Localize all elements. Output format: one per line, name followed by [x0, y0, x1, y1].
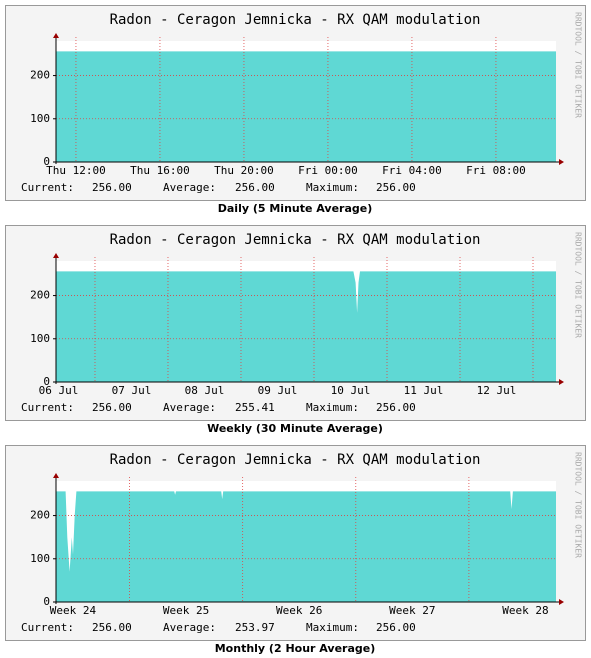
- x-tick-label: 12 Jul: [477, 384, 517, 397]
- watermark: RRDTOOL / TOBI OETIKER: [574, 12, 583, 118]
- x-tick-label: Thu 20:00: [214, 164, 274, 177]
- y-tick-label: 100: [30, 332, 50, 345]
- x-tick-label: 07 Jul: [112, 384, 152, 397]
- area: [56, 51, 556, 162]
- y-tick-label: 200: [30, 69, 50, 82]
- watermark: RRDTOOL / TOBI OETIKER: [574, 232, 583, 338]
- x-tick-label: Week 24: [50, 604, 97, 617]
- x-tick-label: Week 28: [502, 604, 548, 617]
- area: [56, 271, 556, 382]
- x-tick-label: 11 Jul: [404, 384, 444, 397]
- y-tick-label: 0: [43, 595, 50, 608]
- x-tick-label: Week 27: [389, 604, 435, 617]
- x-tick-label: Week 25: [163, 604, 209, 617]
- stat-label: Maximum:: [306, 181, 359, 194]
- chart-title: Radon - Ceragon Jemnicka - RX QAM modula…: [110, 12, 481, 28]
- stat-label: Maximum:: [306, 401, 359, 414]
- axis-arrow: [559, 159, 564, 165]
- watermark: RRDTOOL / TOBI OETIKER: [574, 452, 583, 558]
- stat-value: 255.41: [235, 401, 275, 414]
- axis-arrow: [53, 473, 59, 478]
- stat-label: Maximum:: [306, 621, 359, 634]
- x-tick-label: 08 Jul: [185, 384, 225, 397]
- stat-value: 256.00: [92, 401, 132, 414]
- caption: Daily (5 Minute Average): [218, 202, 373, 215]
- stat-value: 253.97: [235, 621, 275, 634]
- y-tick-label: 200: [30, 509, 50, 522]
- stat-label: Current:: [21, 621, 74, 634]
- y-tick-label: 200: [30, 289, 50, 302]
- stat-label: Current:: [21, 181, 74, 194]
- x-tick-label: Thu 12:00: [46, 164, 106, 177]
- axis-arrow: [559, 379, 564, 385]
- axis-arrow: [53, 33, 59, 38]
- stat-value: 256.00: [235, 181, 275, 194]
- x-tick-label: 09 Jul: [258, 384, 298, 397]
- caption: Monthly (2 Hour Average): [215, 642, 376, 655]
- stat-value: 256.00: [92, 621, 132, 634]
- stat-value: 256.00: [376, 401, 416, 414]
- x-tick-label: Fri 08:00: [466, 164, 526, 177]
- stat-value: 256.00: [376, 621, 416, 634]
- stat-label: Average:: [163, 621, 216, 634]
- y-tick-label: 100: [30, 112, 50, 125]
- axis-arrow: [559, 599, 564, 605]
- stat-label: Current:: [21, 401, 74, 414]
- stat-value: 256.00: [92, 181, 132, 194]
- x-tick-label: Fri 00:00: [298, 164, 358, 177]
- x-tick-label: Week 26: [276, 604, 322, 617]
- area: [56, 491, 556, 602]
- y-tick-label: 0: [43, 375, 50, 388]
- x-tick-label: 10 Jul: [331, 384, 371, 397]
- chart-title: Radon - Ceragon Jemnicka - RX QAM modula…: [110, 232, 481, 248]
- stat-label: Average:: [163, 401, 216, 414]
- axis-arrow: [53, 253, 59, 258]
- stat-value: 256.00: [376, 181, 416, 194]
- x-tick-label: Fri 04:00: [382, 164, 442, 177]
- y-tick-label: 0: [43, 155, 50, 168]
- x-tick-label: 06 Jul: [39, 384, 79, 397]
- x-tick-label: Thu 16:00: [130, 164, 190, 177]
- y-tick-label: 100: [30, 552, 50, 565]
- caption: Weekly (30 Minute Average): [207, 422, 383, 435]
- chart-title: Radon - Ceragon Jemnicka - RX QAM modula…: [110, 452, 481, 468]
- stat-label: Average:: [163, 181, 216, 194]
